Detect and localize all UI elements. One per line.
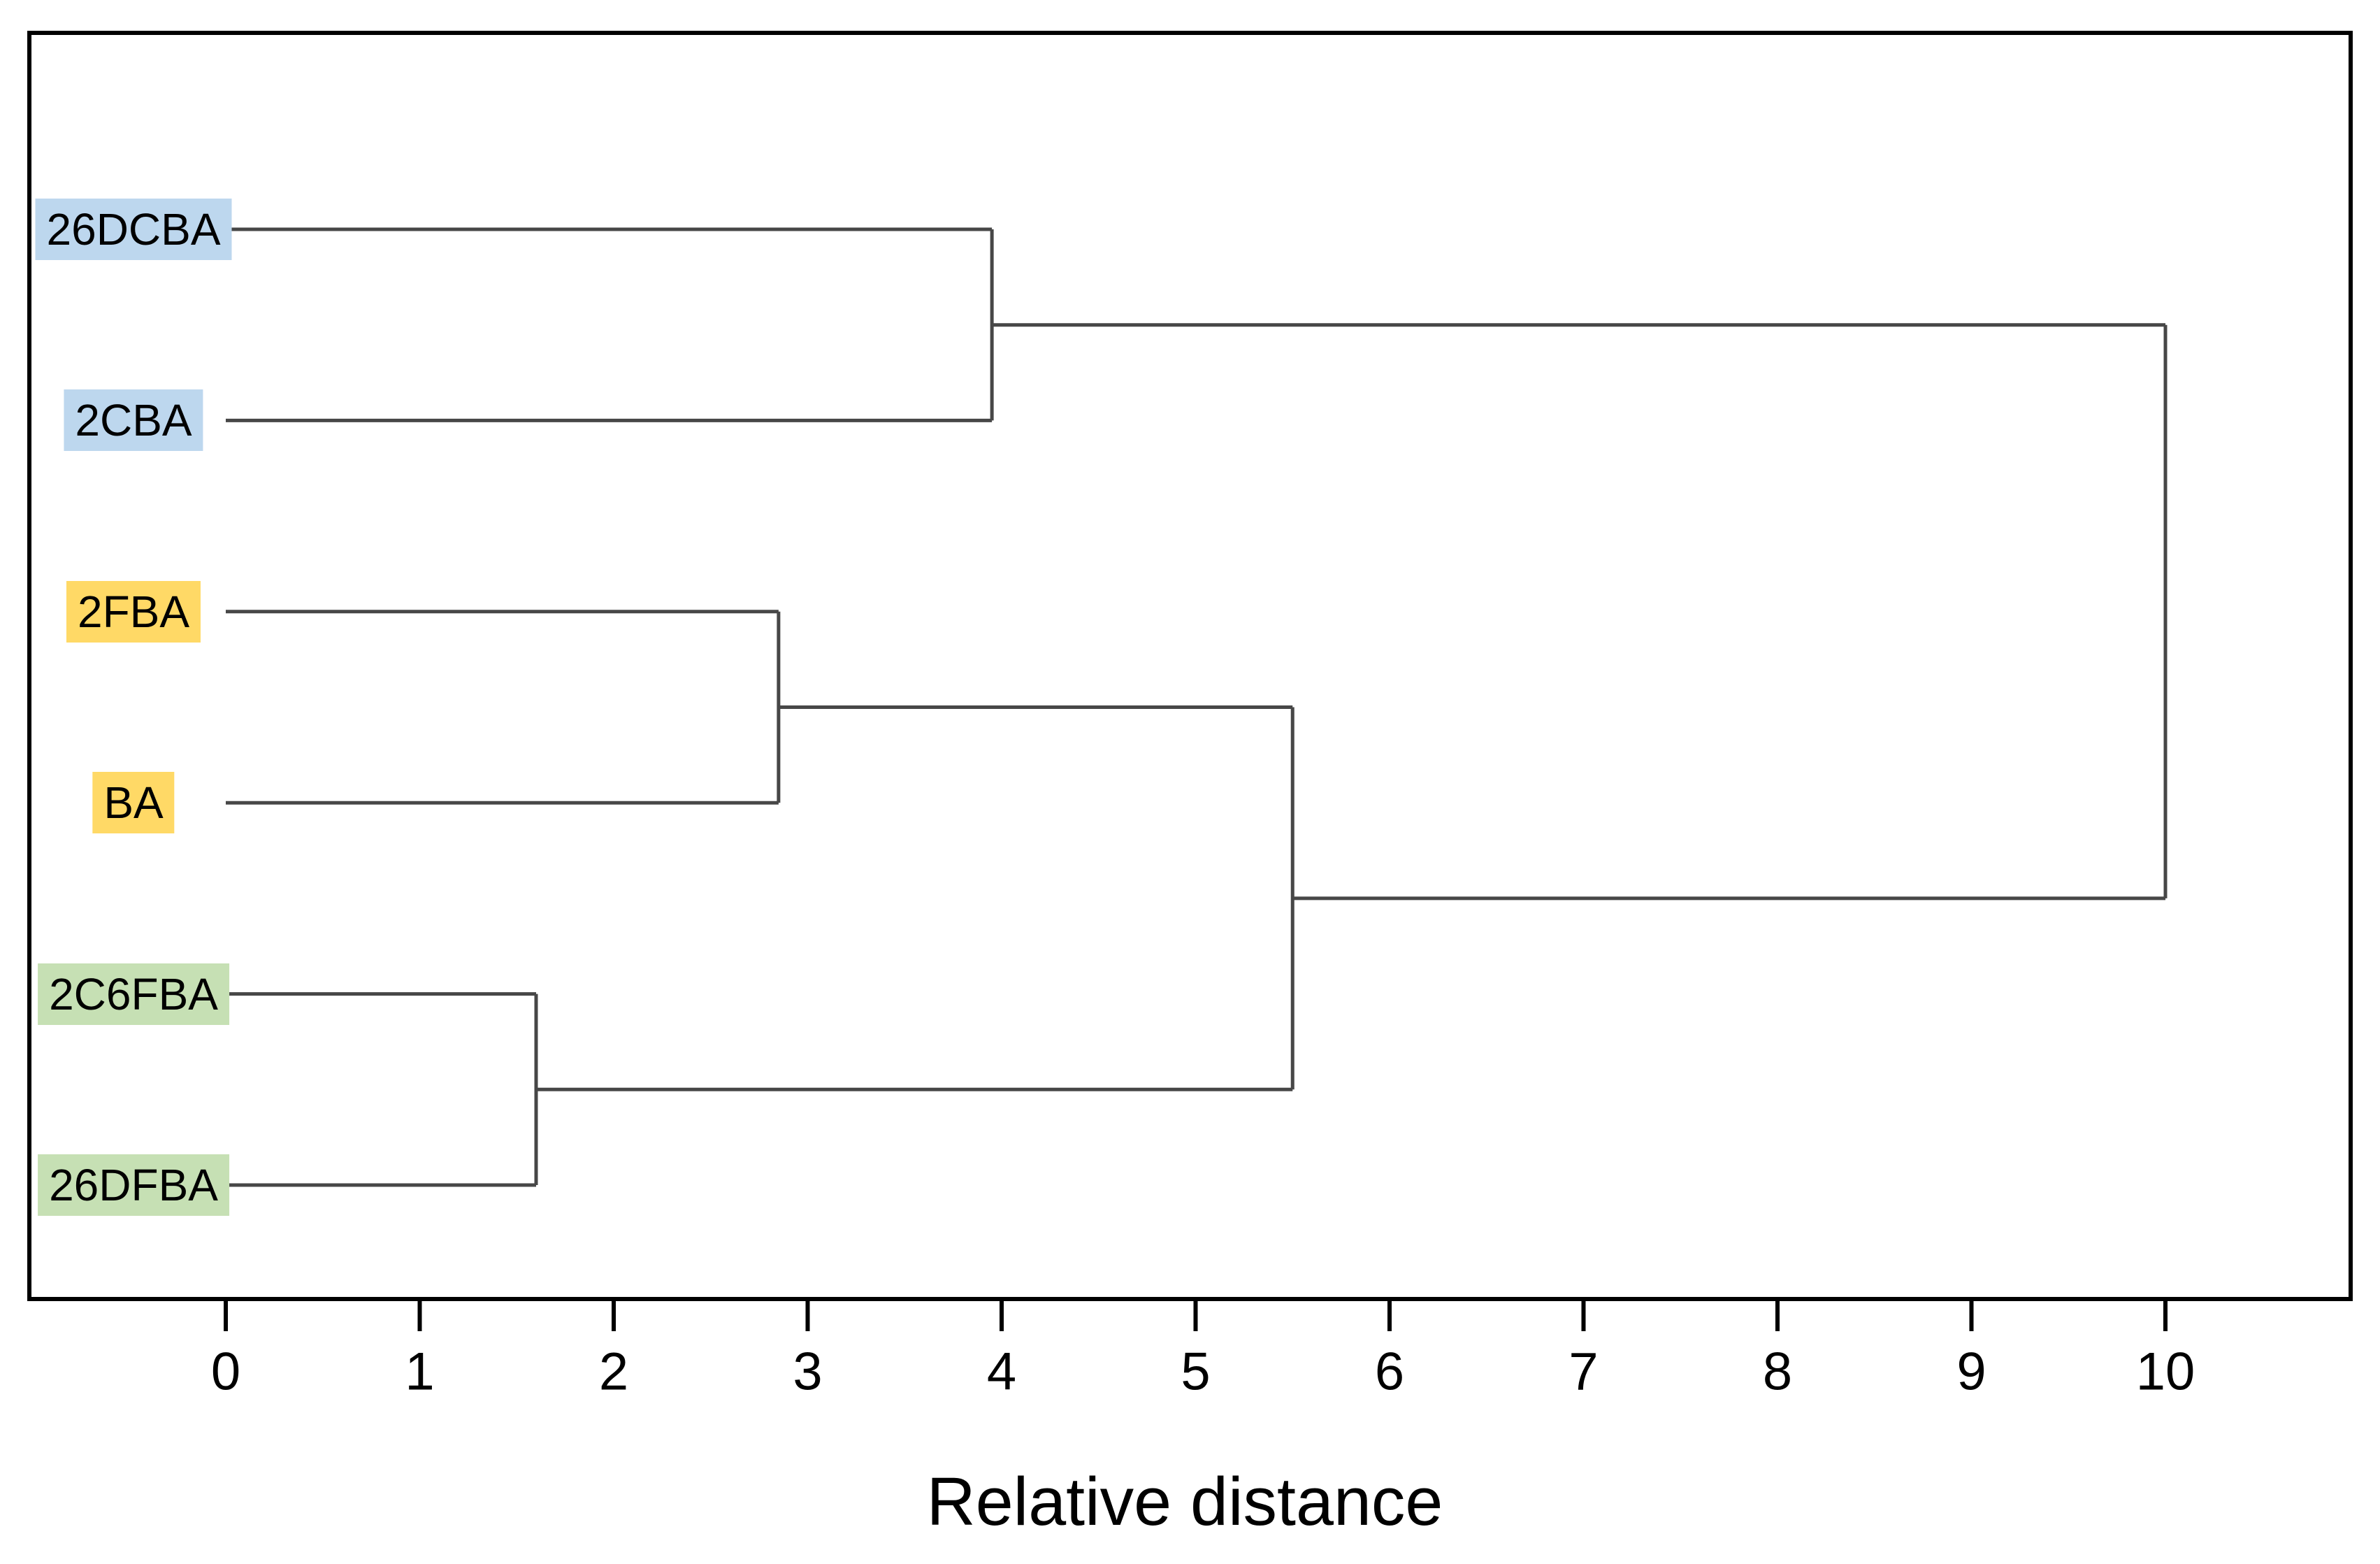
- axis-tick-label: 5: [1181, 1342, 1210, 1402]
- axis-tick-label: 1: [405, 1342, 434, 1402]
- leaf-label-2cba: 2CBA: [64, 389, 203, 452]
- axis-tick-label: 0: [211, 1342, 240, 1402]
- axis-tick-label: 7: [1568, 1342, 1598, 1402]
- axis-tick-label: 3: [793, 1342, 822, 1402]
- leaf-label-26dcba: 26DCBA: [35, 199, 232, 260]
- axis-tick-label: 8: [1763, 1342, 1792, 1402]
- plot-border: [27, 31, 2353, 1301]
- leaf-label-26dfba: 26DFBA: [38, 1154, 229, 1216]
- leaf-label-ba: BA: [92, 772, 175, 834]
- x-axis-title: Relative distance: [926, 1463, 1443, 1540]
- leaf-label-2fba: 2FBA: [66, 580, 201, 643]
- axis-tick-label: 6: [1375, 1342, 1404, 1402]
- axis-tick-label: 2: [599, 1342, 628, 1402]
- axis-tick-label: 9: [1956, 1342, 1986, 1402]
- axis-tick-label: 10: [2136, 1342, 2195, 1402]
- axis-tick-label: 4: [987, 1342, 1016, 1402]
- leaf-label-2c6fba: 2C6FBA: [38, 963, 229, 1025]
